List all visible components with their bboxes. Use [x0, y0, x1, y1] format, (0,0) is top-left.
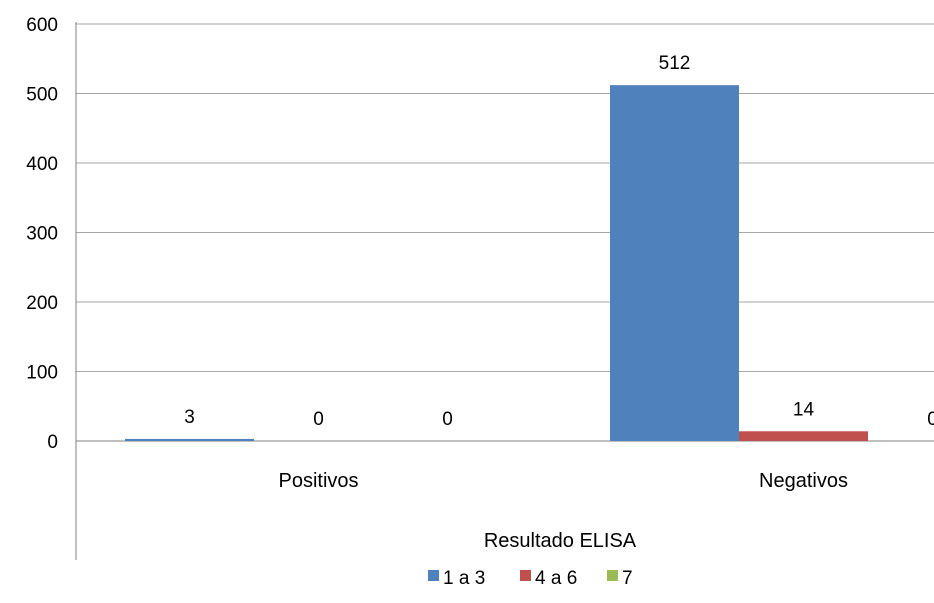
y-tick-label-0: 0 — [47, 432, 58, 453]
legend-swatch-4-a-6 — [520, 570, 531, 581]
category-labels: Positivos Negativos — [278, 470, 847, 492]
legend-label-1-a-3: 1 a 3 — [443, 568, 485, 589]
x-axis-title: Resultado ELISA — [484, 530, 637, 552]
bar-Positivos-1-a-3 — [125, 438, 254, 441]
y-tick-label-600: 600 — [26, 15, 58, 36]
legend: 1 a 3 4 a 6 7 — [428, 568, 633, 589]
data-label-Negativos-1-a-3: 512 — [659, 53, 691, 74]
data-label-Positivos-4-a-6: 0 — [313, 409, 324, 430]
data-labels: 3 0 0 512 14 0 — [184, 53, 934, 430]
legend-swatch-7 — [607, 570, 618, 581]
legend-label-7: 7 — [622, 568, 633, 589]
bar-Negativos-1-a-3 — [610, 85, 739, 441]
legend-label-4-a-6: 4 a 6 — [535, 568, 577, 589]
legend-swatch-1-a-3 — [428, 570, 439, 581]
y-tick-label-300: 300 — [26, 224, 58, 245]
y-tick-label-200: 200 — [26, 293, 58, 314]
bars — [125, 85, 868, 441]
category-label-Positivos: Positivos — [278, 470, 358, 492]
data-label-Negativos-7: 0 — [927, 409, 934, 430]
y-tick-label-500: 500 — [26, 85, 58, 106]
y-axis-ticks: 0 100 200 300 400 500 600 — [26, 15, 58, 453]
data-label-Positivos-1-a-3: 3 — [184, 407, 195, 428]
y-tick-label-400: 400 — [26, 154, 58, 175]
data-label-Positivos-7: 0 — [442, 409, 453, 430]
category-label-Negativos: Negativos — [759, 470, 848, 492]
bar-Negativos-4-a-6 — [739, 431, 868, 441]
gridlines — [76, 23, 934, 442]
y-tick-label-100: 100 — [26, 363, 58, 384]
data-label-Negativos-4-a-6: 14 — [793, 399, 815, 420]
